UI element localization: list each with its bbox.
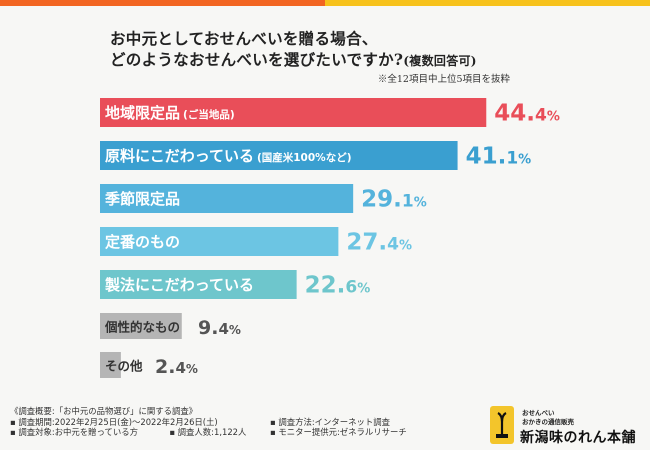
bar-chart: 地域限定品 (ご当地品) 44.4%原料にこだわっている (国産米100%など) 41.… — [100, 98, 560, 378]
bar-1 — [100, 141, 458, 170]
value-int-2: 29. — [361, 187, 402, 213]
value-int-5: 9. — [198, 317, 218, 339]
value-int-6: 2. — [155, 356, 175, 378]
bar-label-3: 定番のもの — [105, 233, 180, 251]
bar-0 — [100, 98, 487, 127]
question-title: お中元としておせんべいを贈る場合、 どのようなおせんべいを選びたいですか?(複数… — [110, 28, 550, 72]
value-unit-1: % — [518, 153, 531, 168]
value-unit-6: % — [186, 362, 198, 376]
value-int-3: 27. — [346, 230, 387, 256]
value-label-1: 41.1% — [466, 144, 532, 170]
value-dec-1: 1 — [506, 149, 518, 169]
value-label-6: 2.4% — [155, 356, 198, 378]
bar-label-sub-0: (ご当地品) — [183, 108, 235, 121]
bar-label-main-3: 定番のもの — [105, 233, 180, 251]
question-title-line1: お中元としておせんべいを贈る場合、 — [110, 29, 378, 48]
bar-label-main-4: 製法にこだわっている — [104, 276, 254, 294]
survey-method: ▪ 調査方法:インターネット調査 — [270, 416, 391, 427]
survey-heading: 《調査概要:「お中元の品物選び」に関する調査》 — [10, 406, 198, 416]
question-title-suffix: (複数回答可) — [403, 54, 477, 68]
bar-label-sub-1: (国産米100%など) — [257, 151, 352, 164]
value-int-1: 41. — [466, 144, 507, 170]
value-label-2: 29.1% — [361, 187, 427, 213]
bar-6 — [100, 352, 121, 378]
value-label-3: 27.4% — [346, 230, 412, 256]
value-dec-4: 6 — [345, 278, 357, 298]
survey-provider: ▪ モニター提供元:ゼネラルリサーチ — [270, 427, 407, 438]
value-int-0: 44. — [494, 101, 535, 127]
bar-label-5: 個性的なもの — [104, 320, 180, 335]
top-accent-yellow — [325, 0, 650, 6]
bar-5 — [100, 313, 182, 339]
value-dec-0: 4 — [535, 106, 547, 126]
bar-label-0: 地域限定品 (ご当地品) — [105, 104, 235, 122]
value-label-5: 9.4% — [198, 317, 241, 339]
bar-label-2: 季節限定品 — [105, 190, 180, 208]
brand-block: おせんべい おかきの通信販売 新潟味のれん本舗 — [490, 402, 640, 448]
value-unit-0: % — [547, 110, 560, 125]
brand-tagline-1: おせんべい — [522, 409, 555, 417]
survey-overview-right: ▪ 調査方法:インターネット調査 ▪ モニター提供元:ゼネラルリサーチ — [270, 417, 407, 438]
brand-name: 新潟味のれん本舗 — [520, 430, 636, 446]
bar-label-main-2: 季節限定品 — [105, 190, 180, 208]
bar-label-1: 原料にこだわっている (国産米100%など) — [105, 147, 352, 165]
value-dec-2: 1 — [402, 192, 414, 212]
bar-label-main-5: 個性的なもの — [104, 320, 180, 335]
value-unit-3: % — [399, 239, 412, 254]
bar-label-main-0: 地域限定品 — [105, 104, 180, 122]
bar-label-4: 製法にこだわっている — [104, 276, 254, 294]
bar-2 — [100, 184, 354, 213]
value-unit-2: % — [414, 196, 427, 211]
value-label-4: 22.6% — [305, 273, 371, 299]
survey-period: ▪ 調査期間:2022年2月25日(金)～2022年2月26日(土) — [10, 416, 218, 427]
brand-tagline-2: おかきの通信販売 — [522, 418, 574, 426]
value-dec-6: 4 — [175, 359, 185, 377]
bar-label-6: その他 — [105, 359, 143, 374]
top-accent-orange — [0, 0, 325, 6]
bar-label-main-1: 原料にこだわっている — [105, 147, 254, 165]
value-dec-5: 4 — [218, 320, 228, 338]
survey-overview-left: 《調査概要:「お中元の品物選び」に関する調査》 ▪ 調査期間:2022年2月25… — [10, 406, 246, 438]
question-note: ※全12項目中上位5項目を抜粋 — [377, 74, 510, 85]
question-title-line2: どのようなおせんべいを選びたいですか?(複数回答可) — [110, 49, 550, 72]
survey-target-row: ▪ 調査対象:お中元を贈っている方 ▪ 調査人数:1,122人 — [10, 427, 246, 438]
value-unit-5: % — [229, 323, 241, 337]
value-dec-3: 4 — [387, 235, 399, 255]
value-label-0: 44.4% — [494, 101, 560, 127]
value-int-4: 22. — [305, 273, 346, 299]
survey-target: ▪ 調査対象:お中元を贈っている方 — [10, 427, 138, 438]
survey-count: ▪ 調査人数:1,122人 — [169, 427, 247, 438]
bar-3 — [100, 227, 339, 256]
top-accent-bar — [0, 0, 650, 6]
bar-label-main-6: その他 — [105, 359, 143, 374]
value-unit-4: % — [357, 282, 370, 297]
brand-logo — [490, 406, 514, 444]
question-title-line2-text: どのようなおせんべいを選びたいですか? — [110, 50, 404, 69]
bar-4 — [100, 270, 297, 299]
